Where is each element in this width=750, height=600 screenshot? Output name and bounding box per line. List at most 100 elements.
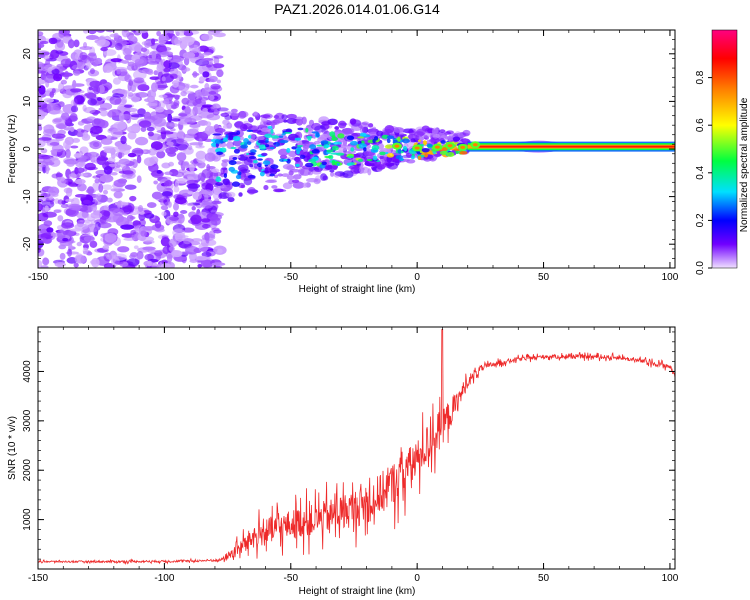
spectrogram-cell [176,152,187,162]
spectrogram-cell [38,110,46,120]
spectrogram-cell [160,51,174,56]
spectrogram-cell [90,154,96,163]
spectrogram-cell [147,131,154,137]
spectrogram-cell [265,144,270,148]
x-tick-label: -150 [28,272,48,283]
spectrogram-cell [136,155,142,164]
y-tick-label: -20 [22,237,33,252]
spectrogram-cell [202,71,210,78]
spectrogram-cell [294,156,301,162]
spectrogram-cell [62,90,73,99]
spectrogram-cell [181,35,195,46]
spectrogram-cell [421,147,430,153]
spectrogram-ylabel: Frequency (Hz) [7,115,18,184]
spectrogram-cell [107,157,116,164]
spectrogram-cell [329,169,335,173]
spectrogram-cell [50,156,59,161]
spectrogram-cell [315,132,320,138]
spectrogram-cell [134,58,145,64]
spectrogram-cell [60,112,70,120]
x-tick-label: -150 [28,573,48,584]
spectrogram-cell [40,265,49,268]
spectrogram-cell [150,141,163,151]
spectrogram-cell [43,220,53,227]
spectrogram-cell [91,118,106,129]
spectrogram-cell [43,75,56,84]
spectrogram-cell [271,135,279,139]
spectrogram-cell [358,166,370,174]
snr-ticks: -150 -100 -50 0 50 100 1000 2000 3000 4000 [22,327,679,584]
spectrogram-cell [198,242,209,252]
spectrogram-cell [198,76,206,82]
spectrogram-cell [186,202,194,207]
spectrogram-cell [127,131,137,140]
spectrogram-cell [158,94,168,98]
x-tick-label: 50 [538,573,550,584]
spectrogram-cell [98,183,104,193]
spectrogram-cell [281,114,288,120]
spectrogram-cell [110,58,122,63]
colorbar-tick-label: 0.6 [695,118,706,132]
spectrogram-cell [200,172,206,183]
spectrogram-cell [118,158,131,165]
spectrogram-cell [410,155,415,160]
spectrogram-cell [178,113,188,117]
spectrogram-cell [217,248,223,254]
spectrogram-cell [90,204,98,212]
spectrogram-cell [386,153,395,158]
spectrogram-cell [191,238,203,243]
spectrogram-cell [266,167,272,172]
spectrogram-cell [223,173,228,179]
spectrogram-cell [147,249,161,254]
spectrogram-cell [446,151,455,157]
spectrogram-cell [100,138,113,145]
spectrogram-cell [127,92,134,98]
spectrogram-cell [311,149,320,154]
spectrogram-cell [281,133,286,136]
spectrogram-cell [94,178,100,184]
spectrogram-cell [66,160,75,167]
spectrogram-cell [165,147,176,155]
spectrogram-cell [48,37,58,45]
spectrogram-cell [372,126,377,131]
spectrogram-cell [230,146,237,150]
spectrogram-cell [89,259,99,265]
spectrogram-cell [324,155,332,159]
spectrogram-cell [289,168,301,173]
spectrogram-cell [38,101,48,110]
spectrogram-cell [233,148,240,154]
spectrogram-cell [194,255,209,261]
spectrogram-cell [112,93,124,98]
spectrogram-cell [413,131,424,138]
spectrogram-cell [148,96,155,102]
x-tick-label: -100 [154,573,174,584]
snr-panel: -150 -100 -50 0 50 100 1000 2000 3000 4000 Height… [7,326,679,597]
spectrogram-cell [173,202,180,211]
spectrogram-cell [46,227,54,233]
spectrogram-cell [137,204,144,212]
spectrogram-cell [93,142,100,148]
spectrogram-cell [146,202,157,208]
spectrogram-cell [284,131,292,134]
spectrogram-cell [73,262,79,268]
spectrogram-cell [228,160,237,166]
spectrogram-cell [282,182,293,190]
spectrogram-cell [184,106,191,115]
spectrogram-cell [189,84,199,89]
spectrogram-cell [250,149,257,154]
spectrogram-cell [216,79,222,84]
spectrogram-cell [241,160,249,166]
spectrogram-cell [407,130,415,134]
spectrogram-cell [168,245,175,253]
spectrogram-cell [212,133,222,136]
spectrogram-cell [331,136,338,141]
spectrogram-cell [342,170,354,179]
y-tick-label: 20 [22,48,33,60]
spectrogram-cell [277,173,283,177]
spectrogram-cell [414,136,425,142]
spectrogram-cell [227,197,235,203]
spectrogram-cell [161,162,171,169]
spectrogram-cell [333,171,341,178]
spectrogram-cell [376,130,384,137]
